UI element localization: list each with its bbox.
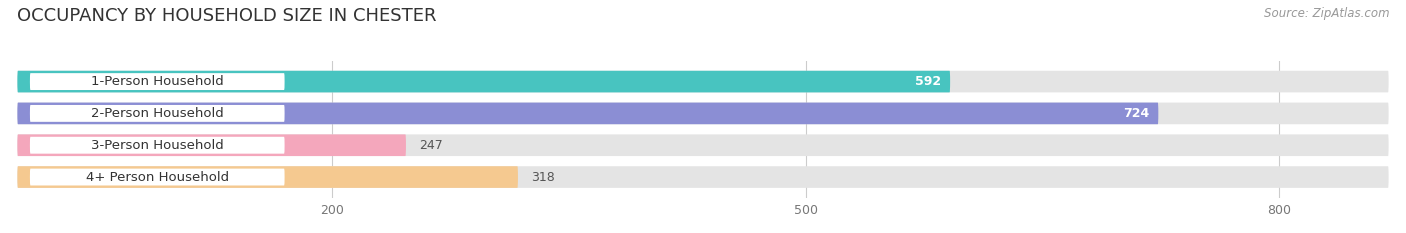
FancyBboxPatch shape — [17, 166, 517, 188]
Text: 724: 724 — [1123, 107, 1149, 120]
Text: Source: ZipAtlas.com: Source: ZipAtlas.com — [1264, 7, 1389, 20]
FancyBboxPatch shape — [17, 134, 406, 156]
FancyBboxPatch shape — [17, 71, 1389, 93]
Text: 318: 318 — [531, 171, 555, 184]
Text: 247: 247 — [419, 139, 443, 152]
Text: 2-Person Household: 2-Person Household — [91, 107, 224, 120]
FancyBboxPatch shape — [17, 166, 1389, 188]
FancyBboxPatch shape — [30, 73, 284, 90]
FancyBboxPatch shape — [17, 71, 950, 93]
FancyBboxPatch shape — [30, 105, 284, 122]
FancyBboxPatch shape — [30, 169, 284, 185]
FancyBboxPatch shape — [17, 134, 1389, 156]
Text: 4+ Person Household: 4+ Person Household — [86, 171, 229, 184]
FancyBboxPatch shape — [17, 103, 1159, 124]
Text: 592: 592 — [915, 75, 941, 88]
Text: 3-Person Household: 3-Person Household — [91, 139, 224, 152]
FancyBboxPatch shape — [30, 137, 284, 154]
FancyBboxPatch shape — [17, 103, 1389, 124]
Text: 1-Person Household: 1-Person Household — [91, 75, 224, 88]
Text: OCCUPANCY BY HOUSEHOLD SIZE IN CHESTER: OCCUPANCY BY HOUSEHOLD SIZE IN CHESTER — [17, 7, 436, 25]
